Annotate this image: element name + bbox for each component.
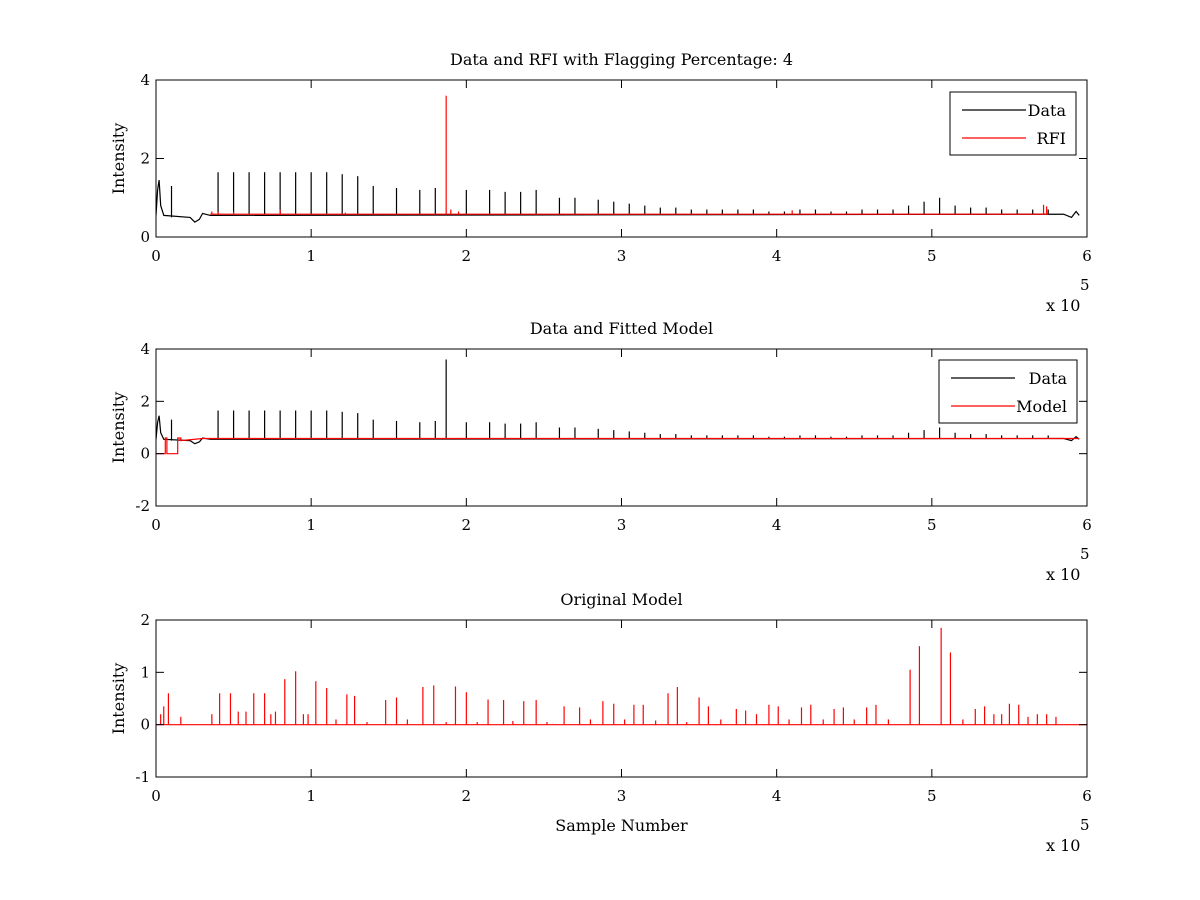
x-multiplier-exponent: 5 xyxy=(1080,816,1090,834)
y-tick-label: 0 xyxy=(140,445,150,463)
x-tick-label: 4 xyxy=(772,247,782,265)
y-tick-label: -2 xyxy=(135,497,150,515)
x-multiplier-base: x 10 xyxy=(1046,296,1080,315)
series-data-line xyxy=(156,180,1080,223)
plot-area xyxy=(156,95,1080,223)
x-multiplier-base: x 10 xyxy=(1046,836,1080,855)
x-tick-label: 5 xyxy=(927,787,937,805)
x-tick-label: 1 xyxy=(306,787,316,805)
x-axis-label: Sample Number xyxy=(555,816,688,835)
legend-label-data: Data xyxy=(1028,101,1067,120)
plot-area xyxy=(156,359,1080,455)
x-tick-label: 0 xyxy=(151,787,161,805)
x-tick-label: 5 xyxy=(927,516,937,534)
y-axis-label: Intensity xyxy=(109,663,128,735)
legend-box xyxy=(949,91,1077,156)
y-tick-label: 4 xyxy=(140,71,150,89)
legend-label-rfi: RFI xyxy=(1037,129,1066,148)
legend-label-model: Model xyxy=(1016,397,1067,416)
y-tick-label: 2 xyxy=(140,392,150,410)
x-tick-label: 4 xyxy=(772,516,782,534)
x-tick-label: 0 xyxy=(151,247,161,265)
axes-panel-1: Data and RFI with Flagging Percentage: 4… xyxy=(109,50,1092,315)
x-tick-label: 6 xyxy=(1082,516,1092,534)
legend: Data Model xyxy=(938,359,1078,424)
x-tick-label: 3 xyxy=(617,787,627,805)
x-tick-label: 3 xyxy=(617,247,627,265)
x-tick-label: 1 xyxy=(306,247,316,265)
legend-box xyxy=(938,359,1078,424)
x-multiplier-exponent: 5 xyxy=(1080,276,1090,294)
x-tick-label: 4 xyxy=(772,787,782,805)
y-axis-label: Intensity xyxy=(109,123,128,195)
x-tick-label: 2 xyxy=(462,516,472,534)
y-tick-label: 1 xyxy=(140,663,150,681)
chart-title: Original Model xyxy=(560,590,682,609)
chart-title: Data and RFI with Flagging Percentage: 4 xyxy=(450,50,793,69)
x-tick-label: 6 xyxy=(1082,247,1092,265)
x-multiplier-exponent: 5 xyxy=(1080,545,1090,563)
legend-label-data: Data xyxy=(1029,369,1068,388)
x-tick-label: 5 xyxy=(927,247,937,265)
x-tick-label: 1 xyxy=(306,516,316,534)
series-data-line xyxy=(156,415,1080,445)
y-tick-label: 2 xyxy=(140,150,150,168)
y-tick-label: 0 xyxy=(140,716,150,734)
x-multiplier-base: x 10 xyxy=(1046,565,1080,584)
x-tick-label: 0 xyxy=(151,516,161,534)
y-tick-label: 4 xyxy=(140,340,150,358)
series-model-line xyxy=(156,437,1080,455)
y-tick-label: 0 xyxy=(140,228,150,246)
x-tick-label: 3 xyxy=(617,516,627,534)
x-tick-label: 6 xyxy=(1082,787,1092,805)
chart-title: Data and Fitted Model xyxy=(530,319,713,338)
y-axis-label: Intensity xyxy=(109,392,128,464)
x-tick-label: 2 xyxy=(462,787,472,805)
legend: Data RFI xyxy=(949,91,1077,156)
y-tick-label: -1 xyxy=(135,768,150,786)
x-tick-label: 2 xyxy=(462,247,472,265)
plot-area xyxy=(156,627,1087,726)
y-tick-label: 2 xyxy=(140,611,150,629)
